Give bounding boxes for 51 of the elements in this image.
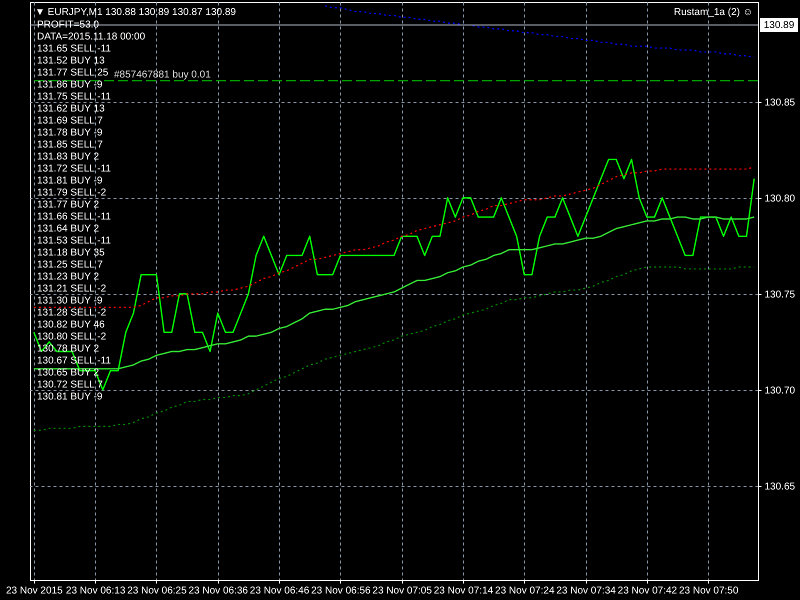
x-tick-label: 23 Nov 06:46 <box>250 586 310 596</box>
x-tick-label: 23 Nov 07:14 <box>434 586 494 596</box>
annotation: 131.77 BUY 2 <box>37 200 100 210</box>
x-tick-label: 23 Nov 06:36 <box>188 586 248 596</box>
y-tick-label: 130.75 <box>764 289 796 300</box>
x-tick-label: 23 Nov 07:50 <box>678 586 739 596</box>
annotation: Rustam_1a (2) ☺ <box>674 7 753 18</box>
annotation: 131.64 BUY 2 <box>37 224 100 234</box>
annotation: 131.86 BUY -9 <box>37 80 103 90</box>
annotation: 131.66 SELL -11 <box>37 212 112 222</box>
annotation: 131.81 BUY -9 <box>37 176 103 186</box>
annotation: 131.79 SELL -2 <box>37 188 107 198</box>
x-tick-label: 23 Nov 07:42 <box>618 586 678 596</box>
annotation: 131.85 SELL 7 <box>37 140 104 150</box>
ref-line-label: 130.89 <box>764 20 795 32</box>
x-tick-label: 23 Nov 07:24 <box>495 586 555 596</box>
y-tick-label: 130.65 <box>764 481 796 492</box>
annotation: 131.28 SELL -2 <box>37 308 107 318</box>
annotation: 131.69 SELL 7 <box>37 116 104 126</box>
chart-title: ▼ EURJPY,M1 130.88 130.89 130.87 130.89 <box>35 7 236 18</box>
annotation: 130.80 SELL -2 <box>37 332 107 342</box>
annotation: 130.81 BUY -9 <box>37 392 103 402</box>
annotation: 131.72 SELL -11 <box>37 164 112 174</box>
x-tick-label: 23 Nov 06:13 <box>66 586 126 596</box>
annotation: 131.65 SELL -11 <box>37 44 112 54</box>
line-series <box>324 5 755 58</box>
annotation: 131.53 SELL -11 <box>37 236 112 246</box>
annotation: 131.52 BUY 13 <box>37 56 106 66</box>
x-tick-label: 23 Nov 07:34 <box>556 586 616 596</box>
annotation: 130.82 BUY 46 <box>37 320 106 330</box>
annotation: 131.75 SELL -11 <box>37 92 112 102</box>
annotation: 131.62 BUY 13 <box>37 104 106 114</box>
y-tick-label: 130.80 <box>764 193 796 204</box>
y-tick-label: 130.70 <box>764 385 796 396</box>
y-tick-label: 130.85 <box>764 97 796 108</box>
x-tick-label: 23 Nov 06:25 <box>127 586 188 596</box>
annotation: DATA=2015.11.18 00:00 <box>37 32 146 42</box>
annotation: 131.30 BUY -9 <box>37 296 103 306</box>
annotation: 131.83 BUY 2 <box>37 152 100 162</box>
annotation: 131.25 SELL 7 <box>37 260 104 270</box>
line-series <box>33 158 755 391</box>
annotation: 131.78 BUY -9 <box>37 128 103 138</box>
annotation: 131.23 BUY 2 <box>37 272 100 282</box>
x-tick-label: 23 Nov 06:56 <box>311 586 372 596</box>
x-tick-label: 23 Nov 07:05 <box>372 586 432 596</box>
annotation: 131.77 SELL 25 <box>37 68 109 78</box>
x-tick-label: 23 Nov 2015 <box>6 586 64 596</box>
annotation: 131.18 BUY 35 <box>37 248 106 258</box>
annotation: 131.21 SELL -2 <box>37 284 107 294</box>
line-series <box>33 266 755 431</box>
ref-line-label: #857467881 buy 0.01 <box>114 70 212 81</box>
